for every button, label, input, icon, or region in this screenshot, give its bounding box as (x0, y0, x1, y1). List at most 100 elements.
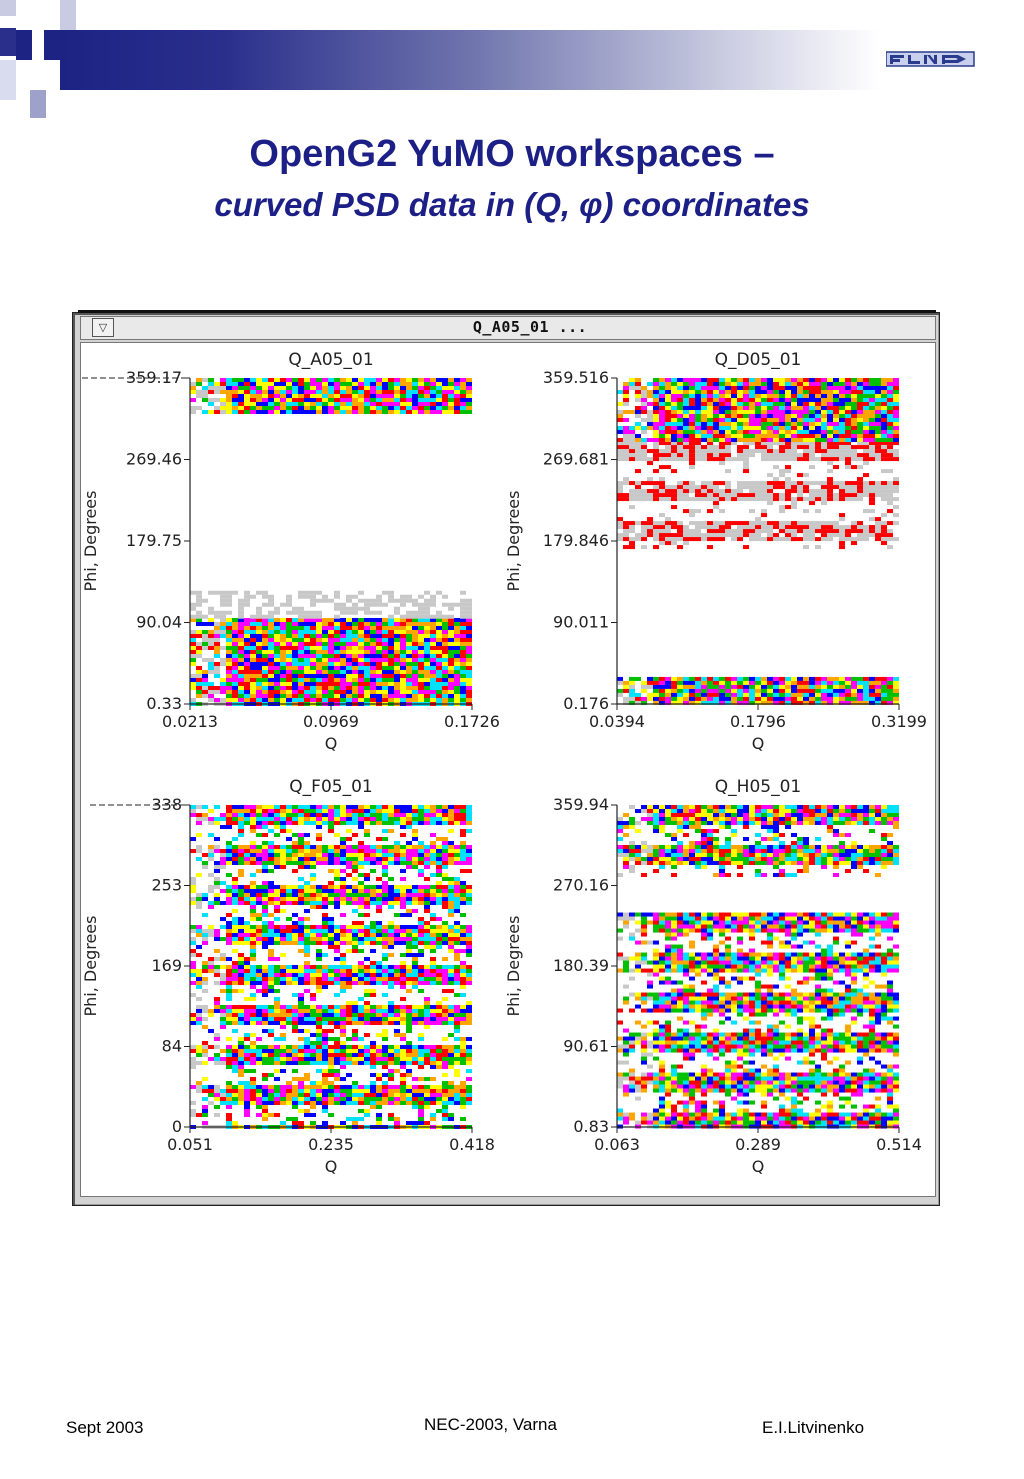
heat-cell (424, 905, 430, 909)
heat-cell (731, 438, 737, 442)
heat-cell (731, 394, 737, 398)
heat-cell (809, 434, 815, 438)
heat-cell (701, 398, 707, 402)
heat-cell (665, 541, 671, 546)
heat-cell (755, 390, 761, 394)
heat-cell (773, 398, 779, 402)
heat-cell (268, 382, 274, 386)
heat-cell (779, 406, 785, 410)
heat-cell (292, 617, 298, 622)
heat-cell (448, 382, 454, 386)
heat-cell (268, 857, 274, 861)
heat-cell (334, 845, 340, 849)
heat-cell (190, 606, 196, 611)
heat-cell (466, 390, 472, 394)
heat-cell (424, 645, 430, 650)
heat-cell (779, 493, 785, 498)
heat-cell (388, 817, 394, 821)
heat-cell (196, 649, 202, 654)
heat-cell (707, 434, 713, 438)
heat-cell (358, 382, 364, 386)
heat-cell (256, 625, 262, 630)
heat-cell (346, 681, 352, 686)
heat-cell (280, 629, 286, 634)
heat-cell (238, 673, 244, 678)
heat-cell (424, 641, 430, 646)
heat-cell (262, 845, 268, 849)
heat-cell (448, 685, 454, 690)
heat-cell (773, 521, 779, 526)
heat-cell (238, 610, 244, 615)
heat-cell (827, 445, 833, 450)
heat-cell (202, 677, 208, 682)
heat-cell (382, 969, 388, 973)
heat-cell (406, 649, 412, 654)
heat-cell (244, 809, 250, 813)
heat-cell (250, 849, 256, 853)
heat-cell (382, 861, 388, 865)
heat-cell (785, 529, 791, 534)
heat-cell (707, 414, 713, 418)
heat-cell (677, 406, 683, 410)
heat-cell (328, 853, 334, 857)
heat-cell (238, 897, 244, 901)
heat-cell (190, 645, 196, 650)
heat-cell (617, 497, 623, 502)
heat-cell (238, 821, 244, 825)
heat-cell (767, 529, 773, 534)
heat-cell (316, 825, 322, 829)
heat-cell (791, 445, 797, 450)
heat-cell (653, 406, 659, 410)
heat-cell (292, 853, 298, 857)
heat-cell (226, 853, 232, 857)
heat-cell (244, 689, 250, 694)
heat-cell (815, 418, 821, 422)
heat-cell (250, 390, 256, 394)
heat-cell (256, 641, 262, 646)
heat-cell (617, 688, 623, 693)
heat-cell (262, 410, 268, 414)
heat-cell (869, 497, 875, 502)
heat-cell (448, 669, 454, 674)
heat-cell (448, 913, 454, 917)
heat-cell (448, 861, 454, 865)
heat-cell (220, 953, 226, 957)
triangle-down-icon[interactable]: ▽ (98, 321, 108, 334)
heat-cell (238, 829, 244, 833)
heat-cell (635, 700, 641, 705)
heat-cell (466, 885, 472, 889)
heat-cell (797, 676, 803, 681)
window-titlebar[interactable] (80, 316, 936, 340)
heat-cell (839, 545, 845, 550)
heat-cell (689, 489, 695, 494)
heat-cell (340, 681, 346, 686)
heat-cell (220, 614, 226, 619)
heat-cell (226, 661, 232, 666)
heat-cell (250, 614, 256, 619)
heat-cell (677, 688, 683, 693)
heat-cell (785, 382, 791, 386)
heat-cell (695, 434, 701, 438)
heat-cell (424, 625, 430, 630)
heat-cell (731, 497, 737, 502)
heat-cell (262, 402, 268, 406)
window-menu-button[interactable]: ▽ (92, 318, 114, 337)
heat-cell (809, 453, 815, 458)
heat-cell (274, 825, 280, 829)
heat-cell (893, 382, 899, 386)
heat-cell (851, 449, 857, 454)
heat-cell (346, 1009, 352, 1013)
heat-cell (376, 857, 382, 861)
heat-cell (857, 382, 863, 386)
heat-cell (677, 700, 683, 705)
heat-cell (773, 449, 779, 454)
heat-cell (755, 418, 761, 422)
heat-cell (286, 394, 292, 398)
heat-cell (274, 657, 280, 662)
heat-cell (226, 973, 232, 977)
heat-cell (214, 610, 220, 615)
heat-cell (430, 941, 436, 945)
heat-cell (454, 649, 460, 654)
heat-cell (202, 913, 208, 917)
